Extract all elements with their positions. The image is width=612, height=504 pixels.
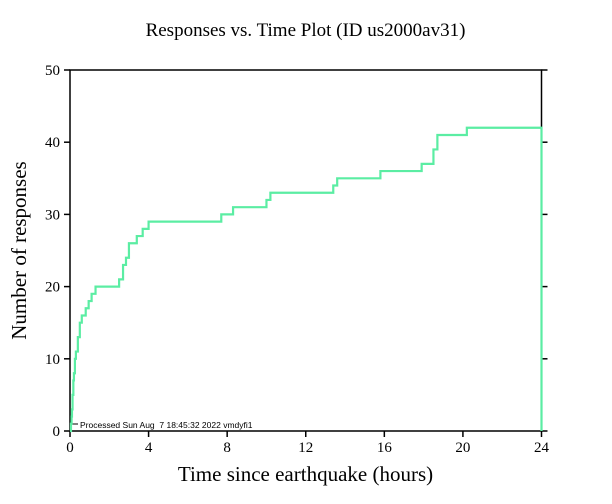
y-axis-label: Number of responses [7,161,31,339]
y-tick-label: 10 [45,352,60,368]
x-axis-label: Time since earthquake (hours) [178,462,433,486]
response-step-line [69,126,543,433]
x-tick-label: 4 [145,440,153,456]
y-tick-label: 40 [45,135,60,151]
x-tick-label: 12 [298,440,313,456]
x-tick-label: 8 [223,440,231,456]
x-tick-label: 20 [455,440,470,456]
y-tick-label: 50 [45,63,60,79]
chart-title: Responses vs. Time Plot (ID us2000av31) [146,20,466,41]
x-tick-label: 24 [534,440,550,456]
processed-timestamp: Processed Sun Aug 7 18:45:32 2022 vmdyfi… [80,420,253,430]
y-tick-label: 0 [53,424,61,440]
y-tick-label: 20 [45,280,60,296]
x-tick-label: 0 [66,440,74,456]
plot-area: 0 4 8 12 16 20 24 0 10 20 30 40 50 [45,63,550,456]
plot-frame [69,69,543,432]
x-tick-label: 16 [377,440,393,456]
y-tick-label: 30 [45,207,60,223]
